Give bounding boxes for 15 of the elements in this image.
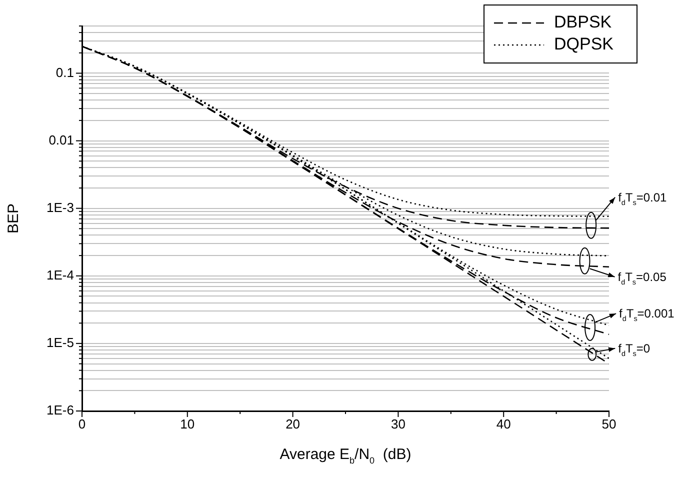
- y-axis-title: BEP: [5, 203, 22, 234]
- y-tick-label: 0.1: [56, 64, 74, 80]
- x-tick-label: 50: [602, 416, 616, 432]
- x-tick-label: 30: [390, 416, 406, 432]
- x-tick-label: 0: [78, 416, 86, 432]
- y-tick-label: 0.01: [48, 132, 74, 148]
- y-tick-label: 1E-3: [46, 200, 74, 215]
- y-tick-label: 1E-5: [46, 335, 74, 350]
- legend-label: DBPSK: [554, 12, 612, 32]
- legend-label: DQPSK: [554, 34, 614, 54]
- x-tick-label: 40: [496, 416, 511, 432]
- x-tick-label: 10: [180, 416, 195, 432]
- y-tick-label: 1E-4: [46, 267, 74, 282]
- y-tick-label: 1E-6: [46, 402, 74, 418]
- x-tick-label: 20: [286, 416, 300, 432]
